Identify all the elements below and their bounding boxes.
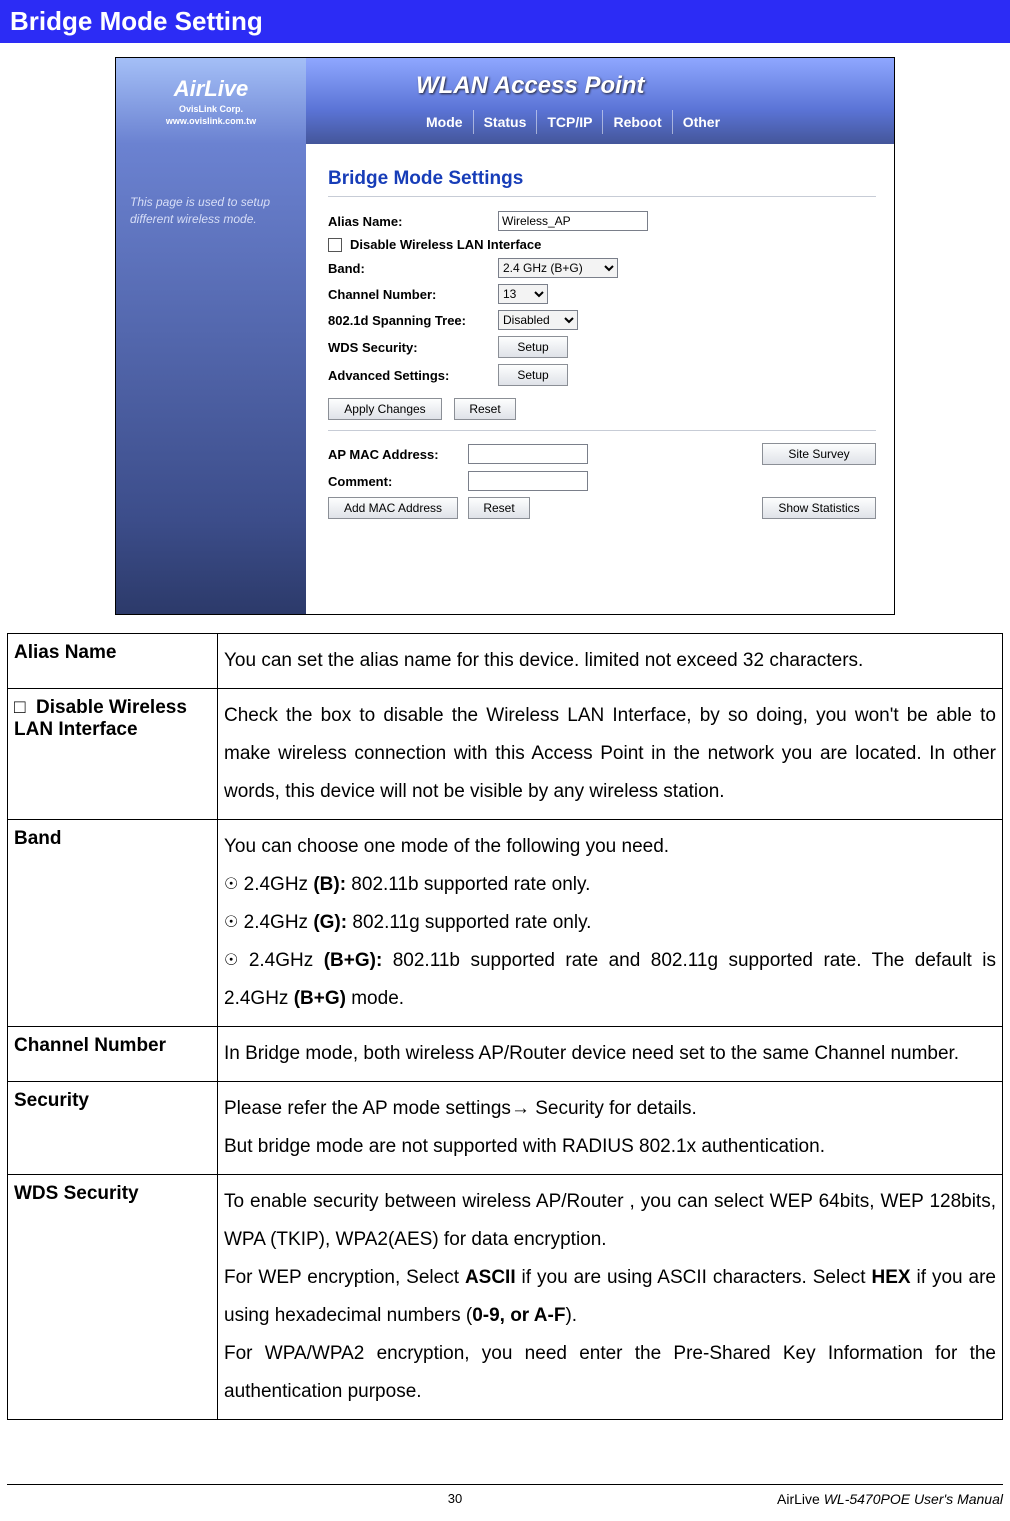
screenshot-headline: WLAN Access Point xyxy=(416,72,644,100)
tab-status[interactable]: Status xyxy=(474,110,538,134)
wds-security-label: WDS Security: xyxy=(328,340,498,355)
row-wds-label: WDS Security xyxy=(8,1175,218,1420)
screenshot-container: AirLive OvisLink Corp. www.ovislink.com.… xyxy=(0,43,1010,633)
channel-select[interactable]: 13 xyxy=(498,284,548,304)
row-channel-desc: In Bridge mode, both wireless AP/Router … xyxy=(218,1027,1003,1082)
router-screenshot: AirLive OvisLink Corp. www.ovislink.com.… xyxy=(115,57,895,615)
reset2-button[interactable]: Reset xyxy=(468,497,530,519)
brand-logo: AirLive xyxy=(174,76,249,102)
wds-security-setup-button[interactable]: Setup xyxy=(498,336,568,358)
screenshot-main: Bridge Mode Settings Alias Name: Disable… xyxy=(306,144,894,614)
row-band-label: Band xyxy=(8,820,218,1027)
row-disable-desc: Check the box to disable the Wireless LA… xyxy=(218,689,1003,820)
advanced-setup-button[interactable]: Setup xyxy=(498,364,568,386)
tab-other[interactable]: Other xyxy=(673,110,730,134)
table-row: Channel Number In Bridge mode, both wire… xyxy=(8,1027,1003,1082)
table-row: □ Disable Wireless LAN Interface Check t… xyxy=(8,689,1003,820)
row-band-desc: You can choose one mode of the following… xyxy=(218,820,1003,1027)
site-survey-button[interactable]: Site Survey xyxy=(762,443,876,465)
show-statistics-button[interactable]: Show Statistics xyxy=(762,497,876,519)
page-title-bar: Bridge Mode Setting xyxy=(0,0,1010,43)
reset-button[interactable]: Reset xyxy=(454,398,516,420)
table-row: Alias Name You can set the alias name fo… xyxy=(8,634,1003,689)
advanced-label: Advanced Settings: xyxy=(328,368,498,383)
screenshot-header: AirLive OvisLink Corp. www.ovislink.com.… xyxy=(116,58,894,144)
channel-label: Channel Number: xyxy=(328,287,498,302)
band-label: Band: xyxy=(328,261,498,276)
row-channel-label: Channel Number xyxy=(8,1027,218,1082)
alias-name-input[interactable] xyxy=(498,211,648,231)
band-select[interactable]: 2.4 GHz (B+G) xyxy=(498,258,618,278)
apply-changes-button[interactable]: Apply Changes xyxy=(328,398,442,420)
section-title: Bridge Mode Settings xyxy=(328,160,876,196)
alias-name-label: Alias Name: xyxy=(328,214,498,229)
ap-mac-label: AP MAC Address: xyxy=(328,447,468,462)
comment-label: Comment: xyxy=(328,474,468,489)
row-alias-label: Alias Name xyxy=(8,634,218,689)
disable-wlan-checkbox[interactable] xyxy=(328,238,342,252)
row-disable-label: □ Disable Wireless LAN Interface xyxy=(8,689,218,820)
add-mac-button[interactable]: Add MAC Address xyxy=(328,497,458,519)
spanning-label: 802.1d Spanning Tree: xyxy=(328,313,498,328)
logo-area: AirLive OvisLink Corp. www.ovislink.com.… xyxy=(116,58,306,144)
row-wds-desc: To enable security between wireless AP/R… xyxy=(218,1175,1003,1420)
description-table: Alias Name You can set the alias name fo… xyxy=(7,633,1003,1420)
footer-model: WL-5470POE User's Manual xyxy=(824,1491,1003,1507)
brand-url: www.ovislink.com.tw xyxy=(166,116,256,126)
tab-tcpip[interactable]: TCP/IP xyxy=(537,110,603,134)
table-row: Security Please refer the AP mode settin… xyxy=(8,1082,1003,1175)
divider-2 xyxy=(328,430,876,431)
screenshot-sidebar: This page is used to setup different wir… xyxy=(116,144,306,614)
spanning-select[interactable]: Disabled xyxy=(498,310,578,330)
tab-mode[interactable]: Mode xyxy=(416,110,474,134)
footer-brand: AirLive xyxy=(777,1491,824,1507)
tab-reboot[interactable]: Reboot xyxy=(603,110,672,134)
brand-corp: OvisLink Corp. xyxy=(179,104,243,114)
page-footer: 30 AirLive WL-5470POE User's Manual xyxy=(0,1485,1010,1521)
table-row: WDS Security To enable security between … xyxy=(8,1175,1003,1420)
page-number: 30 xyxy=(207,1491,703,1507)
row-alias-desc: You can set the alias name for this devi… xyxy=(218,634,1003,689)
ap-mac-input[interactable] xyxy=(468,444,588,464)
nav-tabs: Mode Status TCP/IP Reboot Other xyxy=(416,110,730,134)
disable-wlan-label: Disable Wireless LAN Interface xyxy=(350,237,541,252)
comment-input[interactable] xyxy=(468,471,588,491)
row-security-label: Security xyxy=(8,1082,218,1175)
row-security-desc: Please refer the AP mode settings→ Secur… xyxy=(218,1082,1003,1175)
table-row: Band You can choose one mode of the foll… xyxy=(8,820,1003,1027)
divider xyxy=(328,196,876,197)
